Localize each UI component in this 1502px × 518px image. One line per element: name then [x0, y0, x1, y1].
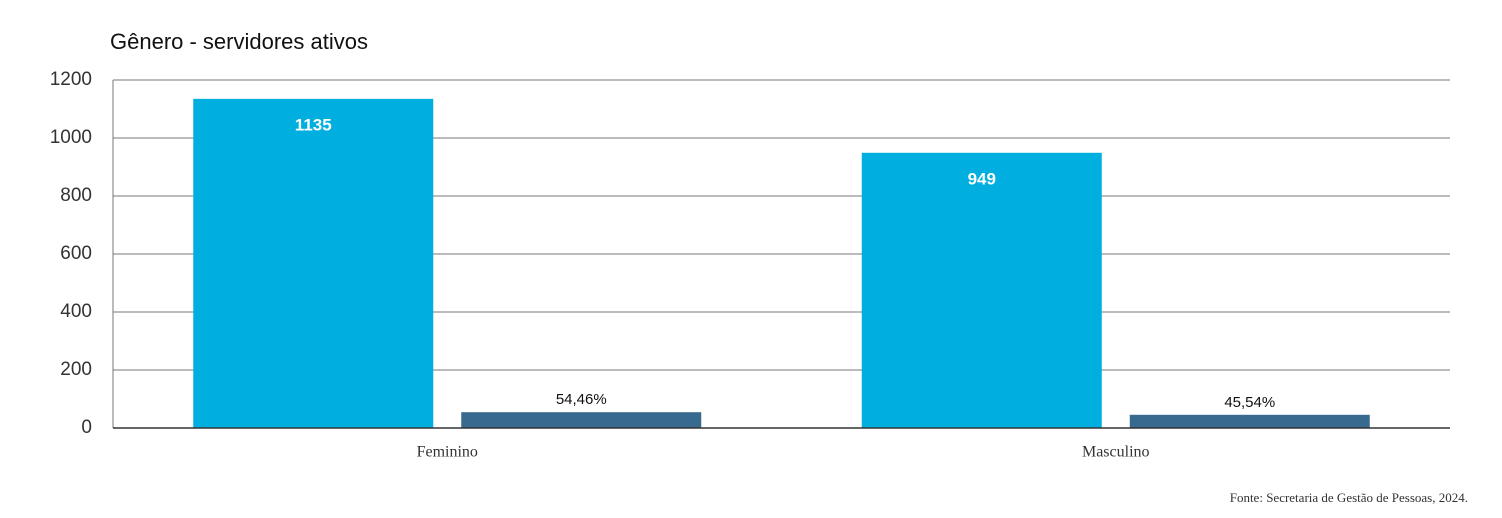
x-tick-label: Feminino: [417, 444, 478, 461]
bar: [193, 98, 434, 428]
value-label: 949: [968, 169, 996, 188]
value-label: 45,54%: [1224, 394, 1275, 411]
bar: [861, 152, 1102, 429]
y-tick-label: 1200: [50, 69, 92, 90]
y-tick-label: 400: [60, 301, 92, 322]
y-tick-label: 200: [60, 359, 92, 380]
value-label: 1135: [295, 115, 332, 134]
source-note: Fonte: Secretaria de Gestão de Pessoas, …: [1230, 490, 1468, 505]
y-tick-label: 0: [81, 417, 92, 438]
chart-title: Gênero - servidores ativos: [110, 29, 368, 54]
y-tick-label: 800: [60, 185, 92, 206]
y-tick-label: 600: [60, 243, 92, 264]
x-tick-label: Masculino: [1082, 444, 1150, 461]
bar: [461, 412, 702, 428]
bar: [1129, 414, 1370, 428]
value-label: 54,46%: [556, 391, 607, 408]
y-tick-label: 1000: [50, 127, 92, 148]
